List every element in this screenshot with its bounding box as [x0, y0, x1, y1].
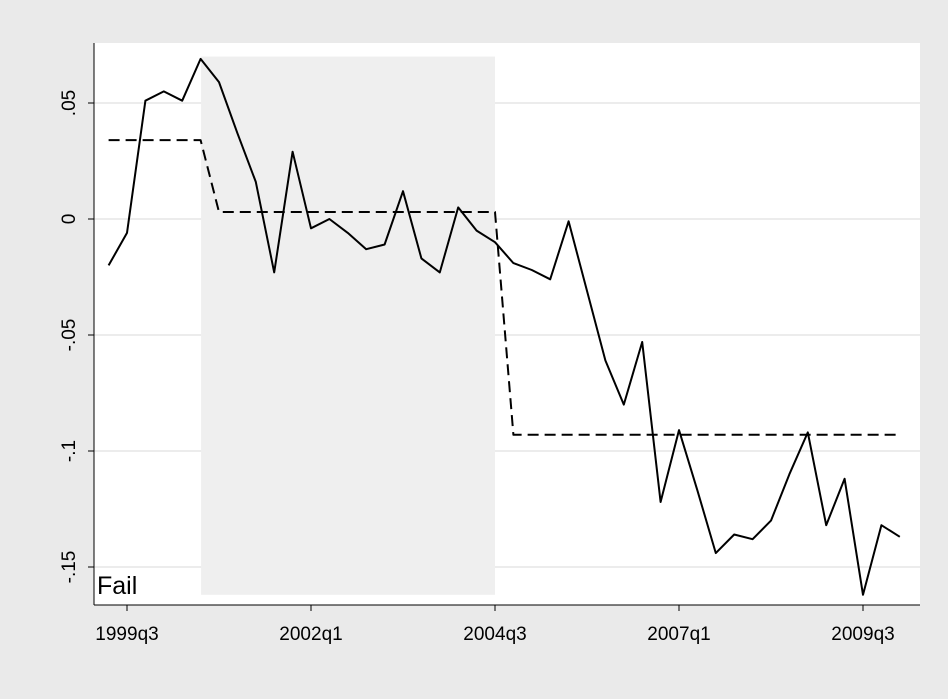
x-tick-label: 2004q3 [463, 624, 526, 645]
shaded-region [201, 56, 495, 595]
x-tick-label: 2007q1 [647, 624, 710, 645]
y-tick-label: .05 [59, 90, 80, 116]
series-line-dashed [108, 139, 900, 436]
x-tick-label: 1999q3 [95, 624, 158, 645]
x-tick-label: 2002q1 [279, 624, 342, 645]
annotation-label: Fail [97, 572, 137, 600]
y-axis-ticks: .05 0 -.05 -.1 -.15 [59, 90, 94, 584]
series-line-solid [107, 57, 901, 596]
series-layer [107, 57, 901, 596]
y-tick-label: -.05 [59, 319, 80, 352]
y-tick-label: 0 [59, 214, 80, 225]
x-tick-label: 2009q3 [831, 624, 894, 645]
y-tick-label: -.1 [59, 440, 80, 462]
y-tick-label: -.15 [59, 551, 80, 584]
x-axis-ticks: 1999q3 2002q1 2004q3 2007q1 2009q3 [95, 605, 895, 645]
